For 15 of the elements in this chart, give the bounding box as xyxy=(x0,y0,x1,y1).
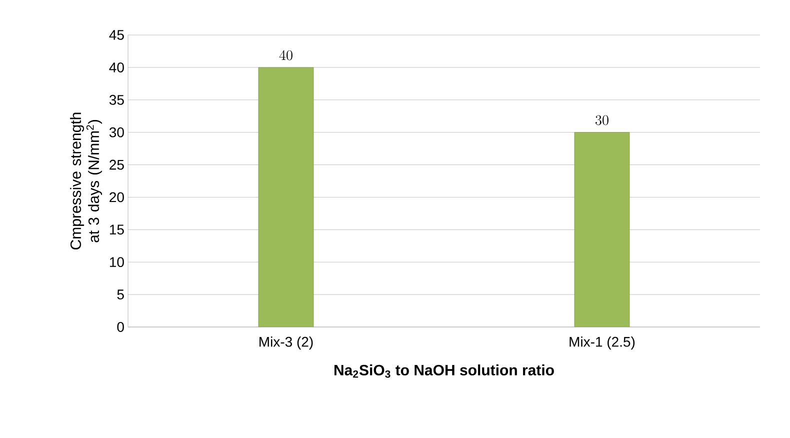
data-label: 30 xyxy=(596,115,608,126)
y-tick-label: 10 xyxy=(110,257,124,268)
y-tick-label: 15 xyxy=(110,224,124,235)
y-tick-label: 40 xyxy=(109,62,124,72)
y-tick-label: 35 xyxy=(109,94,124,105)
y-tick-label: 25 xyxy=(110,160,124,170)
y-tick-label: 45 xyxy=(109,30,124,40)
x-axis-title: Na$_{2}$SiO$_{3}$ to NaOH solution ratio xyxy=(334,364,554,378)
y-tick-label: 30 xyxy=(109,127,124,138)
data-label: 40 xyxy=(279,50,292,60)
x-tick-label: Mix-3 (2) xyxy=(260,336,313,350)
y-tick-label: 5 xyxy=(117,290,124,300)
y-tick-label: 20 xyxy=(110,192,124,202)
y-tick-label: 0 xyxy=(117,322,124,332)
x-tick-label: Mix-1 (2.5) xyxy=(570,336,635,350)
